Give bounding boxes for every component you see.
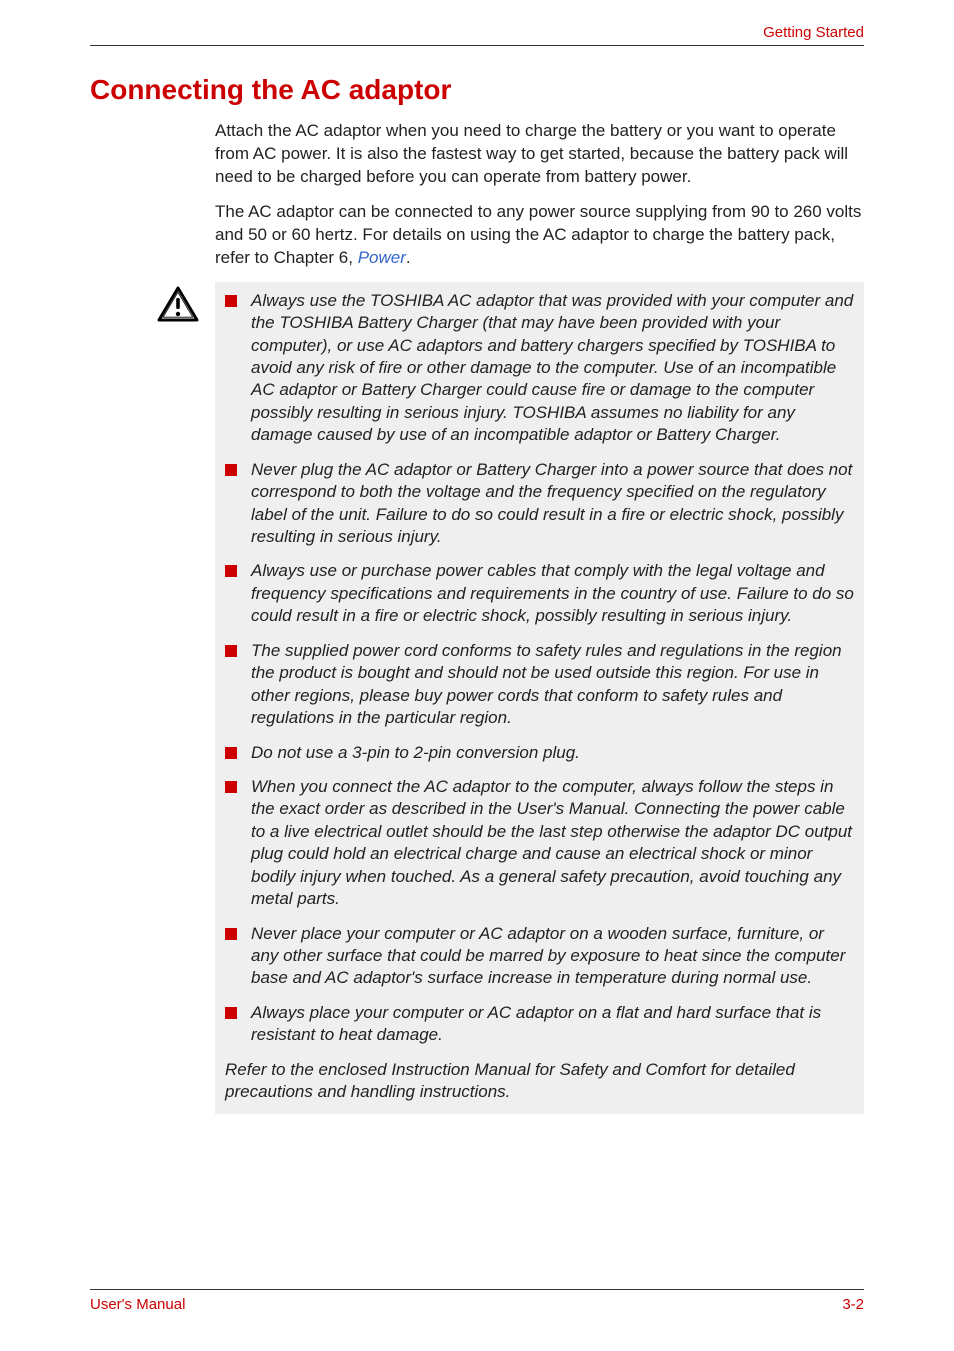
warning-triangle-icon [157, 286, 199, 324]
page-footer: User's Manual 3-2 [90, 1289, 864, 1313]
running-header-text: Getting Started [763, 24, 864, 41]
intro-paragraph-2-text: The AC adaptor can be connected to any p… [215, 202, 861, 267]
intro-paragraph-2: The AC adaptor can be connected to any p… [215, 201, 864, 270]
warning-footer-text: Refer to the enclosed Instruction Manual… [225, 1059, 854, 1104]
warning-bullet-text: Always use or purchase power cables that… [251, 560, 854, 627]
bullet-marker-icon [225, 645, 237, 657]
footer-manual-title: User's Manual [90, 1296, 185, 1313]
warning-bullet-text: Never plug the AC adaptor or Battery Cha… [251, 459, 854, 549]
warning-bullet: Always use or purchase power cables that… [225, 560, 854, 627]
warning-bullet: Always use the TOSHIBA AC adaptor that w… [225, 290, 854, 447]
warning-bullet-text: Always place your computer or AC adaptor… [251, 1002, 854, 1047]
warning-bullet-text: Always use the TOSHIBA AC adaptor that w… [251, 290, 854, 447]
body-column: Attach the AC adaptor when you need to c… [215, 120, 864, 1114]
chapter-link[interactable]: Power [358, 248, 406, 267]
bullet-marker-icon [225, 295, 237, 307]
period: . [406, 248, 411, 267]
page-content: Getting Started Connecting the AC adapto… [0, 0, 954, 1114]
footer-page-number: 3-2 [842, 1296, 864, 1313]
warning-callout: Always use the TOSHIBA AC adaptor that w… [215, 282, 864, 1114]
running-header: Getting Started [90, 24, 864, 46]
warning-bullet-text: The supplied power cord conforms to safe… [251, 640, 854, 730]
section-title: Connecting the AC adaptor [90, 74, 864, 106]
bullet-marker-icon [225, 928, 237, 940]
warning-bullet: Never place your computer or AC adaptor … [225, 923, 854, 990]
warning-bullet: The supplied power cord conforms to safe… [225, 640, 854, 730]
bullet-marker-icon [225, 565, 237, 577]
warning-bullet-text: When you connect the AC adaptor to the c… [251, 776, 854, 911]
warning-bullet: Always place your computer or AC adaptor… [225, 1002, 854, 1047]
intro-paragraph-1: Attach the AC adaptor when you need to c… [215, 120, 864, 189]
warning-bullet: Never plug the AC adaptor or Battery Cha… [225, 459, 854, 549]
bullet-marker-icon [225, 464, 237, 476]
warning-bullet: Do not use a 3-pin to 2-pin conversion p… [225, 742, 854, 764]
bullet-marker-icon [225, 781, 237, 793]
warning-bullet-text: Never place your computer or AC adaptor … [251, 923, 854, 990]
warning-bullet: When you connect the AC adaptor to the c… [225, 776, 854, 911]
warning-bullet-text: Do not use a 3-pin to 2-pin conversion p… [251, 742, 854, 764]
bullet-marker-icon [225, 1007, 237, 1019]
bullet-marker-icon [225, 747, 237, 759]
